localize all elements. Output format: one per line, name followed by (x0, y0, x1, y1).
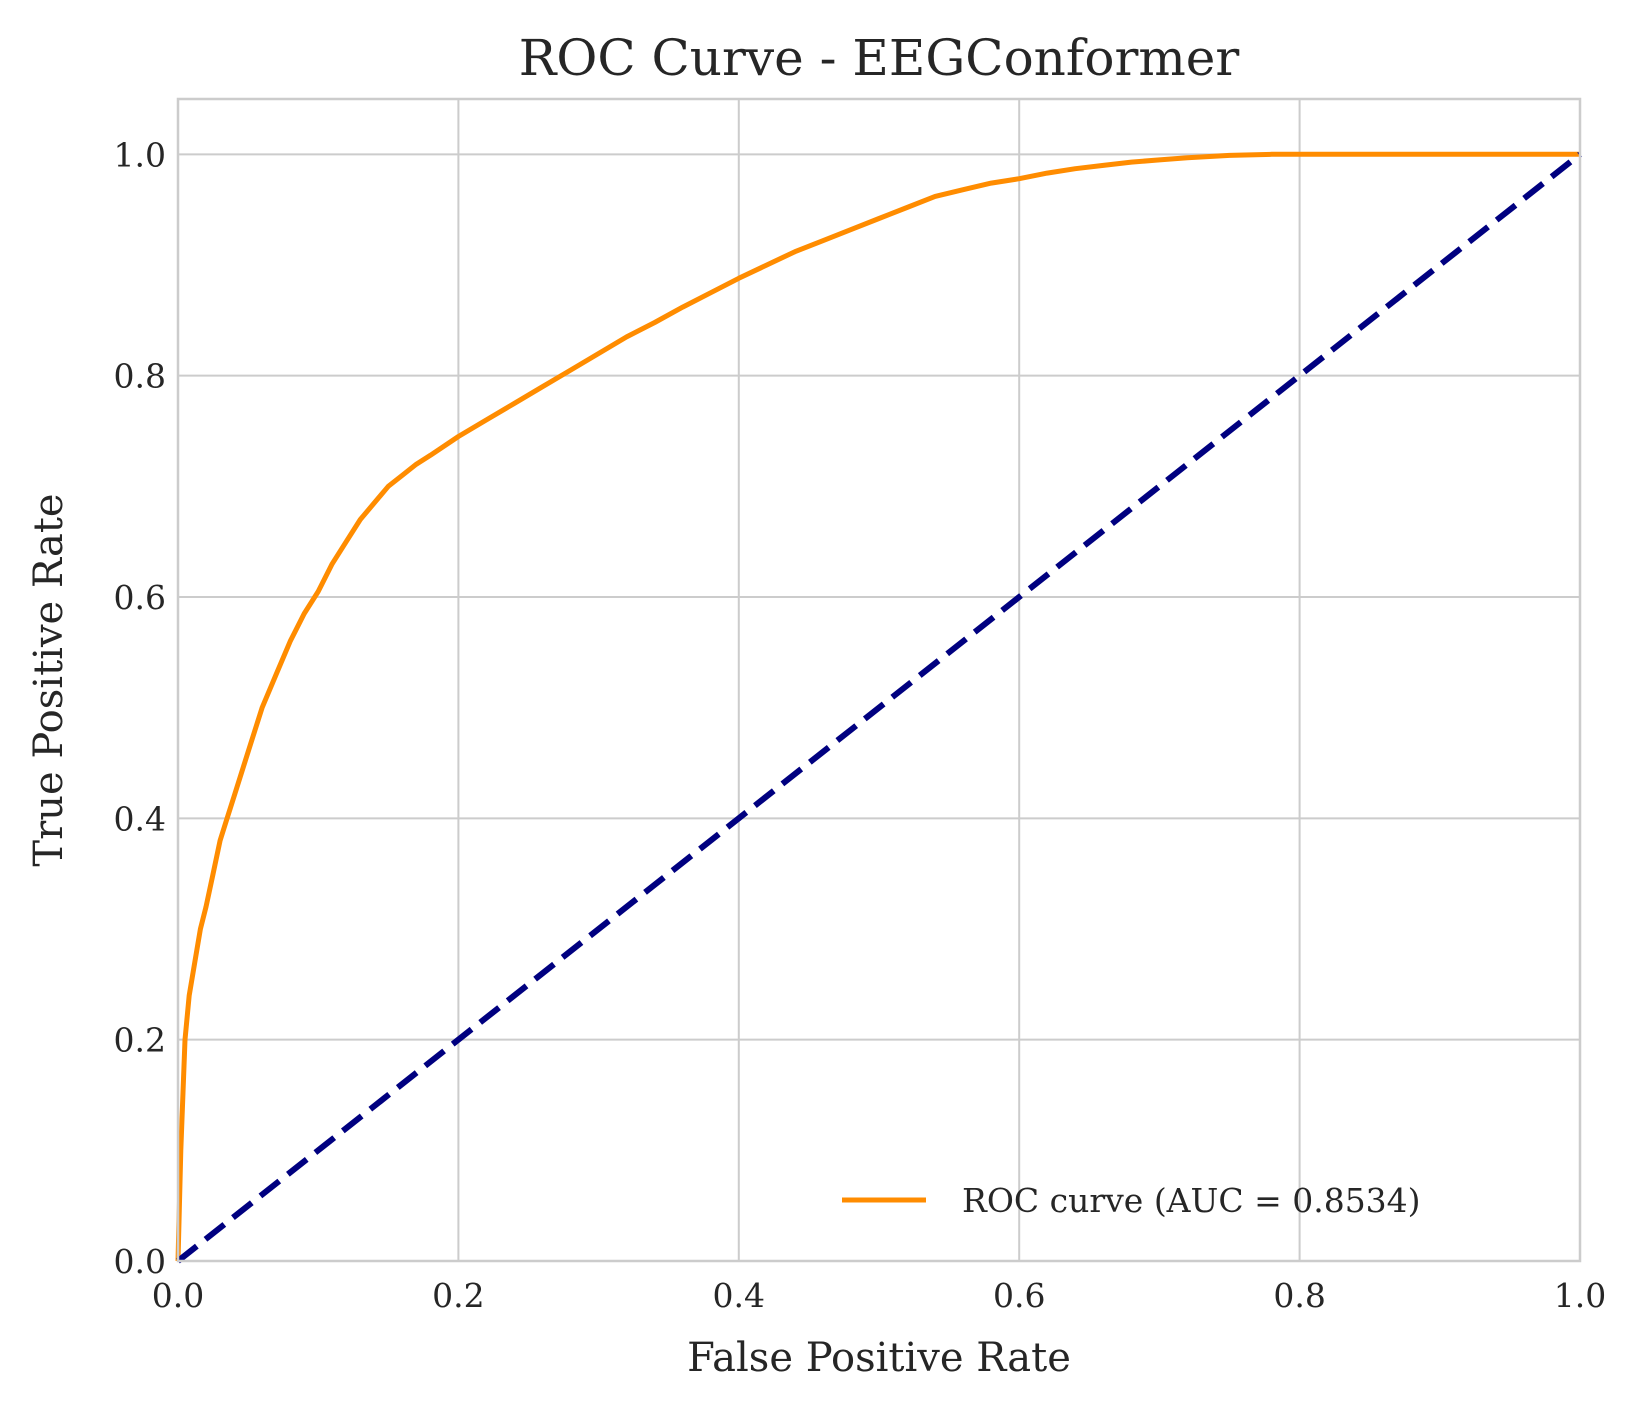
x-tick-label: 0.6 (993, 1276, 1045, 1315)
tick-labels: 0.0 0.2 0.4 0.6 0.8 1.0 0.0 0.2 0.4 0.6 0.8 1.0 (114, 135, 1607, 1315)
chance-diagonal-line (176, 151, 1582, 1264)
plot-frame (176, 97, 1582, 1263)
y-tick-label: 0.8 (114, 357, 166, 396)
y-tick-label: 0.6 (114, 578, 166, 617)
x-tick-label: 1.0 (1554, 1276, 1606, 1315)
x-tick-label: 0.2 (432, 1276, 484, 1315)
x-tick-label: 0.0 (152, 1276, 204, 1315)
chart-title: ROC Curve - EEGConformer (519, 29, 1240, 87)
series-layer (175, 151, 1582, 1264)
y-tick-label: 0.4 (114, 799, 166, 838)
roc-curve-line (175, 151, 1580, 1262)
y-tick-label: 0.2 (114, 1021, 166, 1060)
x-axis-label: False Positive Rate (687, 1335, 1071, 1381)
legend: ROC curve (AUC = 0.8534) (842, 1181, 1421, 1220)
x-tick-label: 0.8 (1273, 1276, 1325, 1315)
legend-label-roc: ROC curve (AUC = 0.8534) (962, 1181, 1421, 1220)
grid-lines (177, 99, 1581, 1262)
y-axis-label: True Positive Rate (26, 493, 72, 866)
y-tick-label: 1.0 (114, 135, 166, 174)
x-tick-label: 0.4 (713, 1276, 765, 1315)
y-tick-label: 0.0 (114, 1242, 166, 1281)
